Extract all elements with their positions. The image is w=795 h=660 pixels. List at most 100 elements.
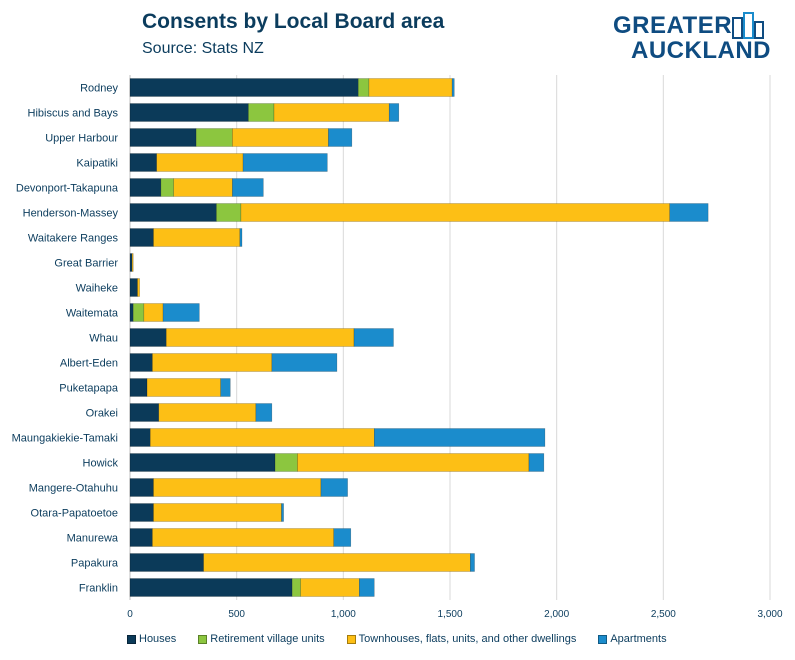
legend-item: Houses [127,633,176,645]
bar-segment [333,528,352,547]
category-label: Manurewa [67,533,119,545]
legend-item: Apartments [598,633,667,645]
bar-segment [470,553,475,572]
category-label: Rodney [80,83,118,95]
bar-segment [160,178,174,197]
bar-segment [137,278,140,297]
category-label: Otara-Papatoetoe [31,508,118,520]
legend-swatch [127,634,136,644]
bar-segment [129,528,153,547]
legend-swatch [598,634,608,644]
bar-segment [129,253,133,272]
bar-segment [129,478,154,497]
bar-segment [153,228,241,247]
bar-segment [374,428,546,447]
bar-segment [129,178,162,197]
bar-segment [271,353,338,372]
chart-subtitle: Source: Stats NZ [142,40,264,57]
bar-segment [146,378,221,397]
bar-segment [132,303,145,322]
bar-segment [353,328,394,347]
legend-item: Retirement village units [198,633,325,645]
category-label: Mangere-Otahuhu [29,483,118,495]
bar-segment [129,453,276,472]
bar-segment [129,78,359,97]
category-label: Whau [89,333,118,345]
bar-segment [152,528,334,547]
bar-segment [158,403,257,422]
bar-segment [150,428,375,447]
bar-segment [129,328,167,347]
x-tick-label: 500 [228,609,245,620]
x-tick-label: 1,000 [331,609,356,620]
category-label: Kaipatiki [76,158,118,170]
bar-segment [300,578,360,597]
greater-auckland-logo: GREATER AUCKLAND [613,12,778,64]
bar-segment [528,453,545,472]
bar-segment [368,78,453,97]
bar-segment [388,103,400,122]
category-label: Waiheke [76,283,118,295]
chart-title: Consents by Local Board area [142,10,445,33]
logo-line-1: GREATER [613,12,733,39]
bar-segment [273,103,390,122]
bar-segment [195,128,233,147]
bar-segment [129,153,157,172]
bar-segment [129,553,204,572]
bar-segment [131,253,134,272]
bar-segment [129,203,217,222]
bar-segment [220,378,231,397]
bar-segment [129,403,160,422]
x-tick-label: 2,000 [544,609,569,620]
category-label: Waitakere Ranges [28,233,119,245]
legend-swatch [346,634,356,644]
category-label: Great Barrier [54,258,118,270]
category-label: Hibiscus and Bays [28,108,119,120]
category-label: Papakura [71,558,119,570]
category-label: Orakei [86,408,118,420]
bar-segment [320,478,348,497]
bar-segment [129,353,153,372]
legend-label: Retirement village units [210,633,325,645]
category-label: Albert-Eden [60,358,118,370]
bar-segment [166,328,355,347]
bar-segment [242,153,328,172]
legend-item: Townhouses, flats, units, and other dwel… [346,633,577,645]
chart-legend: Houses Retirement village units Townhouses… [127,633,689,645]
stacked-bar-chart: 0 500 1,000 1,500 2,000 2,500 3,000 Rodney Hibis… [12,75,783,620]
bar-segment [129,303,134,322]
bar-segment [358,78,370,97]
bar-segment [143,303,164,322]
legend-label: Apartments [610,633,667,645]
legend-swatch [198,634,208,644]
x-tick-label: 3,000 [757,609,782,620]
bar-segment [216,203,242,222]
building-icon [732,12,764,39]
x-tick-label: 2,500 [651,609,676,620]
bar-segment [156,153,244,172]
legend-label: Townhouses, flats, units, and other dwel… [358,633,577,645]
bar-segment [232,178,264,197]
category-label: Franklin [79,583,118,595]
x-tick-label: 0 [127,609,133,620]
bar-segment [328,128,353,147]
bar-segment [129,103,249,122]
bar-segment [153,503,282,522]
bar-segment [232,128,329,147]
legend-label: Houses [139,633,177,645]
bar-segment [451,78,455,97]
category-label: Maungakiekie-Tamaki [12,433,118,445]
bar-segment [129,278,138,297]
bar-segment [203,553,471,572]
bar-segment [173,178,233,197]
category-label: Waitemata [66,308,119,320]
bar-segment [297,453,530,472]
bar-segment [152,353,273,372]
logo-line-2: AUCKLAND [631,37,771,64]
bar-segment [129,503,154,522]
x-tick-label: 1,500 [437,609,462,620]
category-label: Devonport-Takapuna [16,183,119,195]
bar-segment [240,203,670,222]
bar-segment [153,478,322,497]
bar-segment [129,228,154,247]
